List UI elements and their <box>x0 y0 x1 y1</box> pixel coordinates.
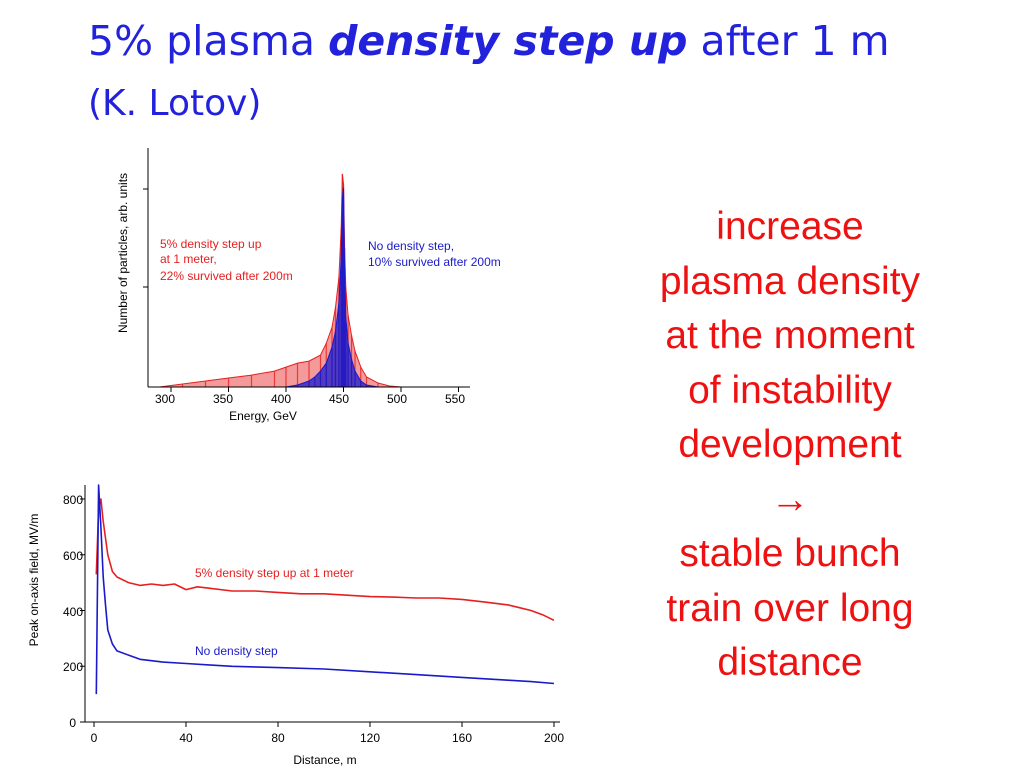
annotation-red-line: 5% density step up <box>160 237 262 251</box>
callout-line: at the moment <box>665 314 915 357</box>
title-part1: 5% plasma <box>88 17 329 65</box>
callout-line: stable bunch <box>679 532 901 575</box>
callout-line: development <box>678 423 902 466</box>
annotation-blue-line: No density step, <box>368 239 454 253</box>
x-tick-label: 550 <box>445 392 465 406</box>
callout-line: of instability <box>688 368 892 412</box>
title-emphasis: density step up <box>328 17 688 65</box>
slide-subtitle: (K. Lotov) <box>88 83 262 124</box>
annotation-red-line: 22% survived after 200m <box>160 269 293 283</box>
x-tick-label: 300 <box>155 392 175 406</box>
callout-line: plasma density <box>659 259 921 303</box>
arrow-right-icon: → <box>770 477 810 521</box>
title-part2: after 1 m <box>687 17 890 65</box>
callout-line: distance <box>717 641 863 684</box>
callout-line: train over long <box>666 586 914 630</box>
x-tick-label: 450 <box>329 392 349 406</box>
annotation-red-line: at 1 meter, <box>160 252 217 266</box>
slide-title: 5% plasma density step up after 1 m <box>88 14 988 68</box>
x-tick-label: 350 <box>213 392 233 406</box>
callout-text: increase plasma density at the moment of… <box>630 200 950 691</box>
y-axis-label: Number of particles, arb. units <box>116 173 130 333</box>
callout-line: increase <box>716 205 864 248</box>
x-tick-label: 400 <box>271 392 291 406</box>
annotation-blue-line: 10% survived after 200m <box>368 255 501 269</box>
spectrum-series-group <box>159 173 402 388</box>
x-ticks-group <box>170 387 459 392</box>
x-axis-label: Energy, GeV <box>229 409 297 423</box>
x-tick-label: 500 <box>387 392 407 406</box>
